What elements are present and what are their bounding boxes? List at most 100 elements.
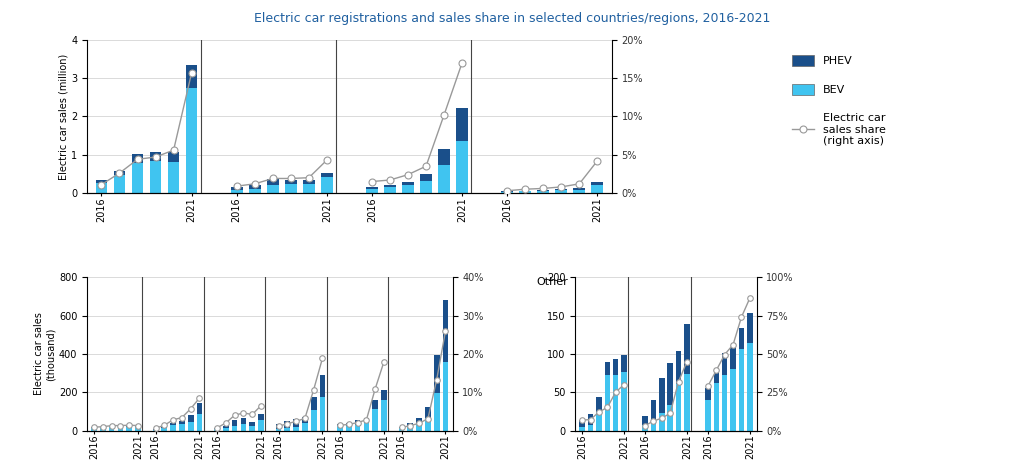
Bar [442, 300, 449, 362]
Bar [132, 154, 143, 163]
Bar [337, 424, 343, 426]
Bar [168, 153, 179, 162]
Bar [258, 420, 264, 431]
Bar [231, 420, 238, 425]
Bar [250, 422, 255, 425]
Bar [303, 180, 314, 184]
Bar [381, 400, 387, 431]
Bar [187, 415, 194, 422]
Bar [668, 363, 673, 404]
Bar [223, 425, 228, 428]
Bar [135, 426, 141, 431]
Bar [95, 180, 108, 183]
Bar [118, 427, 123, 431]
Bar [321, 176, 333, 193]
Bar [367, 187, 378, 189]
Bar [604, 374, 610, 431]
Bar [303, 184, 314, 193]
Bar [398, 428, 404, 431]
Bar [722, 353, 727, 374]
Bar [197, 403, 203, 414]
Bar [706, 400, 711, 431]
Bar [642, 425, 648, 431]
Bar [179, 421, 184, 424]
Bar [580, 427, 585, 431]
Bar [109, 426, 115, 427]
Bar [231, 425, 238, 431]
Bar [150, 153, 162, 161]
Bar [258, 414, 264, 420]
Bar [223, 428, 228, 431]
Text: China: China [130, 278, 163, 287]
Bar [275, 429, 282, 431]
Text: Other: Other [537, 278, 568, 287]
Bar [604, 362, 610, 374]
Bar [381, 389, 387, 400]
Bar [185, 88, 198, 193]
Bar [114, 176, 125, 193]
Bar [714, 369, 719, 383]
Bar [187, 422, 194, 431]
Bar [420, 181, 432, 193]
Bar [230, 190, 243, 193]
Bar [91, 428, 97, 431]
Y-axis label: Electric car sales
(thousand): Electric car sales (thousand) [35, 313, 56, 395]
Bar [373, 410, 378, 431]
Bar [126, 425, 132, 426]
Bar [319, 375, 326, 397]
Bar [622, 356, 627, 373]
Bar [684, 374, 690, 431]
Bar [417, 424, 422, 431]
Bar [538, 191, 549, 193]
Bar [425, 407, 431, 418]
Bar [457, 108, 468, 141]
Bar [730, 348, 736, 369]
Bar [285, 421, 290, 428]
Bar [91, 427, 97, 428]
Bar [555, 189, 567, 190]
Bar [364, 423, 370, 431]
Bar [162, 428, 167, 431]
Bar [302, 424, 308, 431]
Bar [346, 426, 351, 431]
Bar [118, 426, 123, 427]
Bar [425, 418, 431, 431]
Bar [748, 343, 753, 431]
Bar [179, 424, 184, 431]
Bar [114, 171, 125, 176]
Bar [706, 388, 711, 400]
Text: Europe: Europe [397, 278, 436, 287]
Bar [438, 149, 450, 165]
Bar [684, 324, 690, 374]
Bar [384, 184, 396, 187]
Bar [596, 397, 602, 412]
Bar [596, 412, 602, 431]
Bar [311, 397, 316, 410]
Bar [293, 419, 299, 427]
Bar [367, 189, 378, 193]
Bar [364, 418, 370, 423]
Bar [748, 313, 753, 343]
Bar [109, 427, 115, 431]
Bar [230, 187, 243, 190]
Bar [197, 414, 203, 431]
Bar [676, 384, 681, 431]
Bar [588, 415, 593, 425]
Bar [302, 417, 308, 424]
Bar [555, 190, 567, 193]
Bar [170, 424, 176, 431]
Bar [613, 374, 618, 431]
Bar [398, 427, 404, 428]
Bar [285, 428, 290, 431]
Bar [457, 141, 468, 193]
Bar [346, 423, 351, 426]
Bar [588, 425, 593, 431]
Bar [285, 180, 297, 184]
Bar [337, 426, 343, 431]
Bar [659, 413, 665, 431]
Bar [722, 374, 727, 431]
Bar [373, 400, 378, 410]
Bar [214, 428, 220, 430]
Bar [668, 404, 673, 431]
Bar [150, 161, 162, 193]
